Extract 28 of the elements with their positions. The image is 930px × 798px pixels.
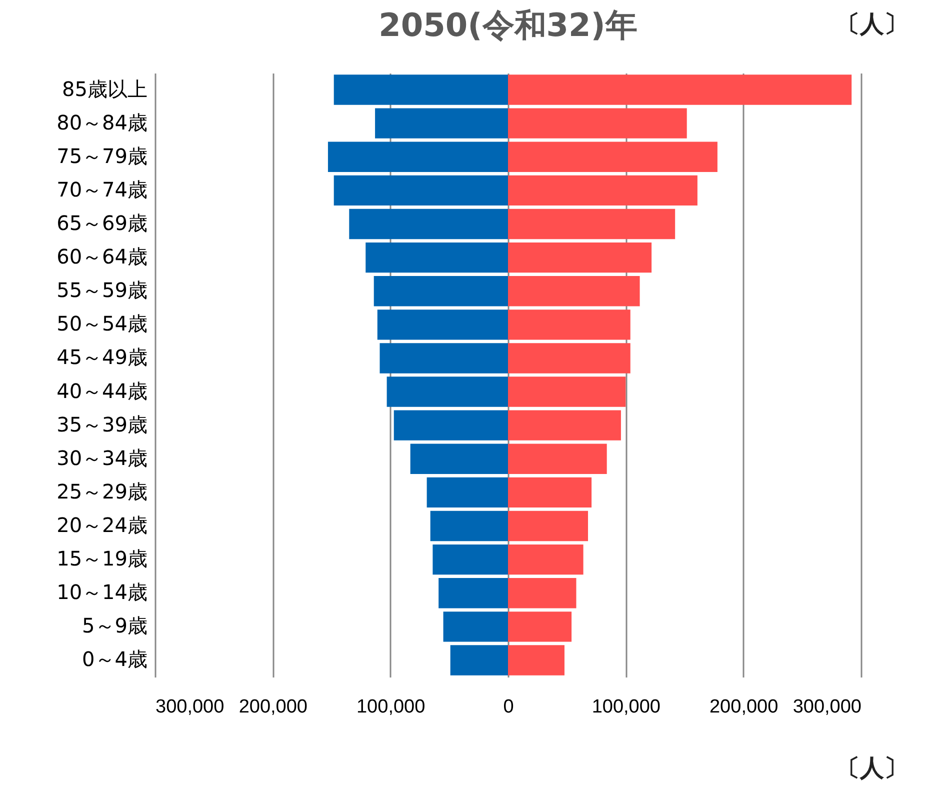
y-tick-label: 25～29歳 <box>56 479 148 504</box>
y-tick-label: 5～9歳 <box>82 614 148 638</box>
y-tick-label: 55～59歳 <box>56 278 148 302</box>
y-tick-label: 85歳以上 <box>62 76 148 101</box>
x-tick-label: 0 <box>503 696 514 718</box>
y-tick-label: 70～74歳 <box>56 177 148 202</box>
x-tick-label: 300,000 <box>156 696 224 718</box>
text: 〔人〕 <box>836 753 908 784</box>
x-tick-label: 200,000 <box>238 696 308 718</box>
text: 〔人〕 <box>836 9 908 40</box>
y-tick-label: 60～64歳 <box>56 244 148 269</box>
chart-title: 2050(令和32)年 <box>378 6 638 44</box>
y-tick-label: 80～84歳 <box>56 110 148 134</box>
y-tick-label: 30～34歳 <box>56 446 148 470</box>
x-tick-label: 100,000 <box>592 696 661 718</box>
y-tick-label: 0～4歳 <box>82 647 148 672</box>
y-tick-label: 65～69歳 <box>56 211 148 235</box>
y-tick-label: 15～19歳 <box>56 546 148 571</box>
x-tick-label: 100,000 <box>356 696 426 718</box>
y-tick-label: 45～49歳 <box>56 345 148 370</box>
y-tick-label: 10～14歳 <box>56 580 148 604</box>
x-tick-label: 300,000 <box>792 696 862 718</box>
x-tick-label: 200,000 <box>709 696 778 718</box>
y-tick-label: 40～44歳 <box>56 378 148 403</box>
y-tick-label: 20～24歳 <box>56 513 148 537</box>
y-tick-label: 35～39歳 <box>56 412 148 436</box>
y-tick-label: 75～79歳 <box>56 144 148 168</box>
y-tick-label: 50～54歳 <box>56 312 148 336</box>
